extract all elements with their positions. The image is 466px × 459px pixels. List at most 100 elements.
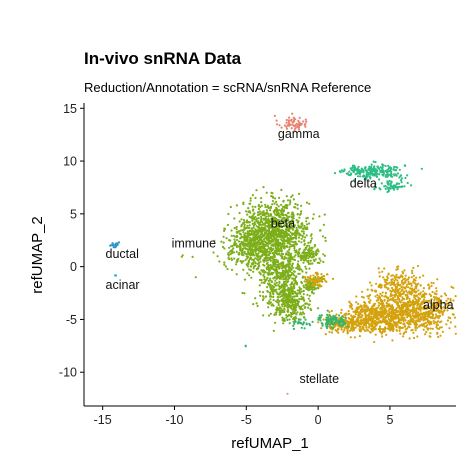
data-point xyxy=(414,285,417,289)
data-point xyxy=(306,293,309,296)
data-point xyxy=(309,239,313,242)
data-point xyxy=(285,121,288,124)
y-tick-label: -10 xyxy=(59,366,77,380)
data-point xyxy=(252,258,256,261)
data-point xyxy=(379,286,382,289)
data-point xyxy=(277,205,280,208)
data-point xyxy=(259,273,262,276)
data-point xyxy=(281,261,285,264)
data-point xyxy=(320,327,323,330)
y-tick-label: 15 xyxy=(63,102,77,116)
data-point xyxy=(383,299,386,302)
data-point xyxy=(249,269,252,272)
data-point xyxy=(258,264,261,267)
data-point xyxy=(253,254,256,257)
data-point xyxy=(278,124,281,127)
data-point xyxy=(365,326,368,329)
data-point xyxy=(322,223,325,226)
data-point xyxy=(290,273,293,276)
data-point xyxy=(361,307,364,310)
data-point xyxy=(250,258,253,261)
series-beta xyxy=(191,186,327,332)
data-point xyxy=(298,247,301,250)
data-point xyxy=(236,231,239,234)
data-point xyxy=(251,239,254,242)
data-point xyxy=(414,316,417,319)
data-point xyxy=(340,308,343,311)
data-point xyxy=(431,309,434,312)
data-point xyxy=(291,227,294,230)
data-point xyxy=(281,255,284,258)
data-point xyxy=(230,234,233,237)
data-point xyxy=(293,322,296,325)
data-point xyxy=(417,296,420,299)
data-point xyxy=(403,322,406,325)
data-point xyxy=(114,274,117,277)
data-point xyxy=(452,286,455,289)
data-point xyxy=(351,319,354,322)
data-point xyxy=(287,268,290,271)
data-point xyxy=(267,273,270,276)
data-point xyxy=(272,263,275,266)
data-point xyxy=(424,333,427,336)
data-point xyxy=(283,274,286,277)
data-point xyxy=(283,124,286,127)
data-point xyxy=(422,274,425,277)
data-point xyxy=(249,202,252,205)
data-point xyxy=(300,297,303,301)
data-point xyxy=(353,164,356,167)
data-point xyxy=(265,230,268,233)
data-point xyxy=(388,326,391,329)
data-point xyxy=(399,312,402,315)
data-point xyxy=(296,322,299,325)
data-point xyxy=(299,313,302,316)
data-point xyxy=(270,237,273,240)
data-point xyxy=(286,215,289,218)
data-point xyxy=(263,253,266,256)
data-point xyxy=(288,248,291,251)
data-point xyxy=(269,209,272,212)
data-point xyxy=(305,286,308,289)
data-point xyxy=(264,244,267,247)
data-point xyxy=(436,323,439,327)
data-point xyxy=(238,251,241,255)
data-point xyxy=(427,283,430,286)
data-point xyxy=(300,280,303,284)
data-point xyxy=(442,301,445,304)
data-point xyxy=(287,274,290,277)
data-point xyxy=(433,299,436,302)
data-point xyxy=(440,295,443,298)
cluster-label-acinar: acinar xyxy=(106,278,140,292)
data-point xyxy=(248,240,251,243)
series-acinar xyxy=(114,274,118,277)
data-point xyxy=(254,216,257,219)
data-point xyxy=(377,304,380,307)
data-point xyxy=(334,321,337,324)
data-point xyxy=(416,314,419,317)
data-point xyxy=(254,205,257,208)
data-point xyxy=(333,318,336,321)
data-point xyxy=(398,304,401,307)
data-point xyxy=(261,230,264,233)
data-point xyxy=(191,255,194,258)
data-point xyxy=(293,247,296,250)
data-point xyxy=(394,311,397,315)
data-point xyxy=(267,213,270,216)
data-point xyxy=(449,321,452,324)
data-point xyxy=(280,188,283,191)
data-point xyxy=(269,286,272,289)
data-point xyxy=(306,276,309,279)
data-point xyxy=(297,226,301,229)
data-point xyxy=(233,243,236,246)
data-point xyxy=(412,281,415,284)
data-point xyxy=(291,218,294,221)
data-point xyxy=(246,257,249,260)
data-point xyxy=(412,266,415,269)
data-point xyxy=(377,285,380,288)
data-point xyxy=(400,185,403,188)
data-point xyxy=(330,321,334,324)
data-point xyxy=(245,221,248,224)
data-point xyxy=(266,248,269,251)
data-point xyxy=(394,323,397,326)
